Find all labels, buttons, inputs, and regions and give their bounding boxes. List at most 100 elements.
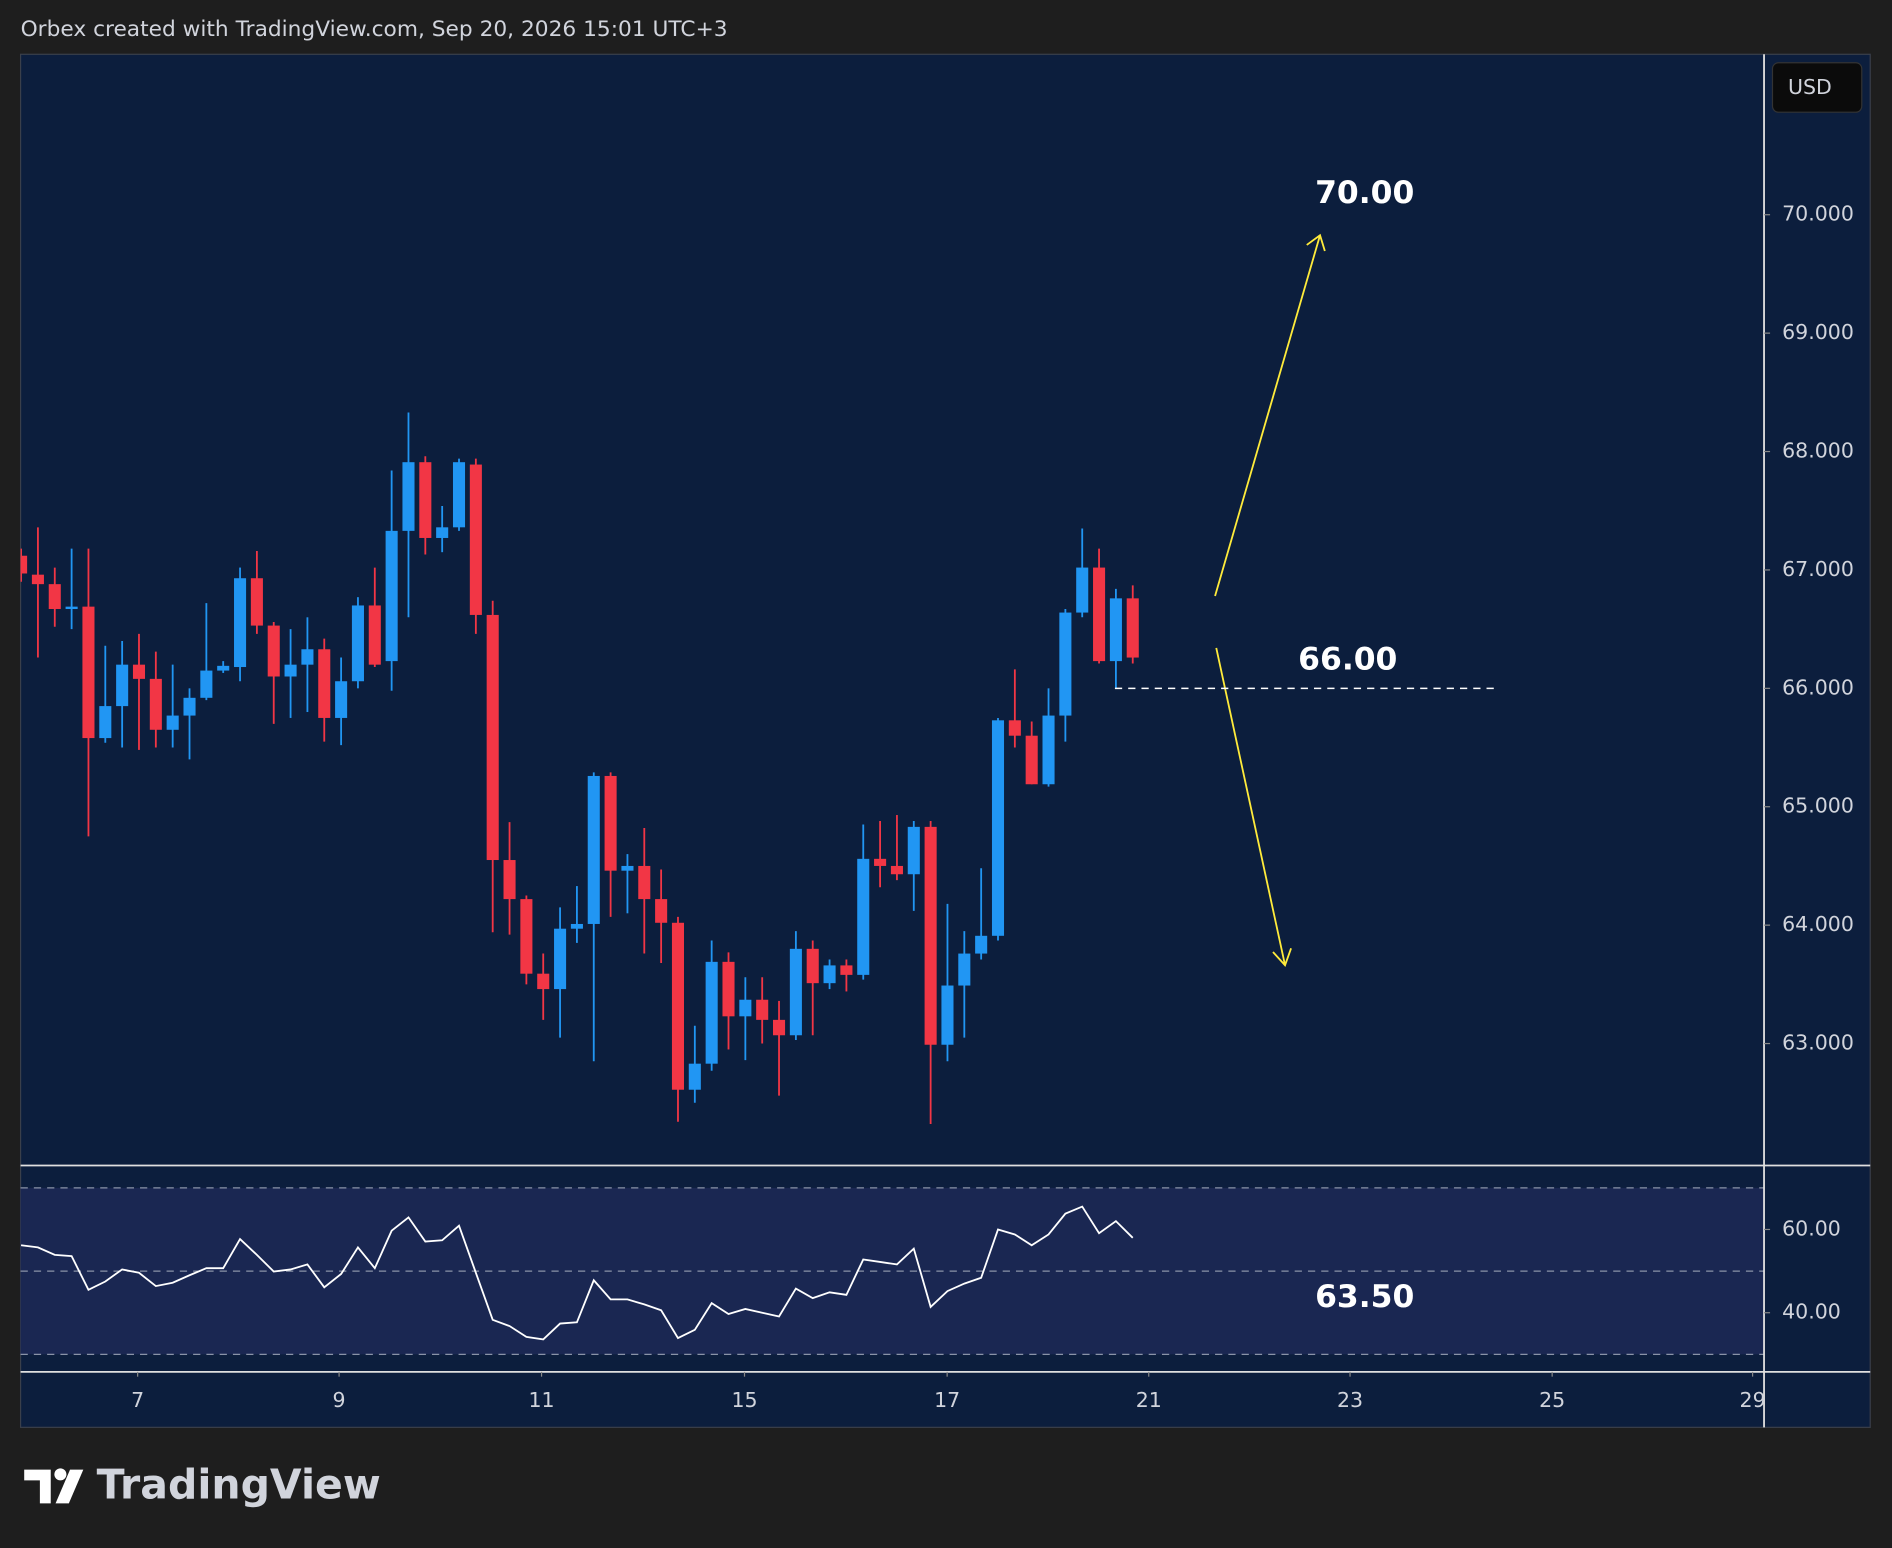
candle-body bbox=[116, 664, 129, 707]
candle-body bbox=[318, 649, 331, 718]
candle-body bbox=[975, 935, 988, 954]
candle-body bbox=[200, 670, 213, 698]
candle-body bbox=[874, 858, 887, 866]
candle-body bbox=[554, 928, 567, 990]
candle-body bbox=[183, 697, 196, 716]
candle-body bbox=[621, 865, 634, 871]
candle-body bbox=[537, 973, 550, 990]
y-tick-label: 63.000 bbox=[1782, 1031, 1854, 1055]
candle-body bbox=[924, 826, 937, 1045]
y-tick-label: 64.000 bbox=[1782, 912, 1854, 936]
x-tick-label: 21 bbox=[1136, 1388, 1162, 1412]
rsi-tick-label: 60.00 bbox=[1782, 1216, 1841, 1240]
candle-body bbox=[419, 462, 432, 538]
x-tick-label: 7 bbox=[131, 1388, 144, 1412]
candle-body bbox=[217, 665, 230, 671]
candle-body bbox=[688, 1063, 701, 1090]
candle-body bbox=[1042, 715, 1055, 785]
candle-body bbox=[65, 606, 78, 610]
currency: USD bbox=[1788, 75, 1832, 99]
candle-body bbox=[250, 578, 263, 626]
candle-body bbox=[99, 706, 112, 739]
candle-body bbox=[1093, 567, 1106, 662]
y-tick-label: 69.000 bbox=[1782, 320, 1854, 344]
candle-body bbox=[671, 922, 685, 1090]
arrow-head bbox=[1272, 948, 1292, 967]
y-tick-label: 68.000 bbox=[1782, 439, 1854, 463]
candle-body bbox=[941, 985, 954, 1045]
y-tick-label: 66.000 bbox=[1782, 675, 1854, 699]
x-tick-label: 17 bbox=[934, 1388, 960, 1412]
candle-body bbox=[655, 899, 668, 923]
y-tick-label: 70.000 bbox=[1782, 202, 1854, 226]
candle-body bbox=[907, 826, 920, 875]
candle-body bbox=[1025, 735, 1038, 785]
candle-body bbox=[385, 530, 398, 662]
header: Orbex created with TradingView.com, Sep … bbox=[21, 17, 728, 42]
candle-body bbox=[773, 1019, 786, 1036]
candle-body bbox=[890, 865, 903, 875]
candle-body bbox=[452, 462, 466, 528]
candle-body bbox=[840, 965, 853, 975]
x-tick-label: 11 bbox=[528, 1388, 554, 1412]
x-tick-label: 23 bbox=[1337, 1388, 1363, 1412]
y-tick-label: 65.000 bbox=[1782, 794, 1854, 818]
candle-body bbox=[604, 775, 617, 871]
candle-body bbox=[1126, 598, 1139, 658]
candle-body bbox=[520, 899, 533, 974]
candle-body bbox=[267, 625, 280, 677]
candle-body bbox=[284, 664, 297, 677]
candle-body bbox=[1109, 598, 1122, 662]
candle-body bbox=[857, 858, 870, 975]
candle-body bbox=[789, 948, 802, 1036]
arrow-head bbox=[1306, 233, 1326, 252]
candle-body bbox=[1008, 720, 1021, 736]
x-tick-label: 29 bbox=[1740, 1388, 1766, 1412]
arrow-down bbox=[1215, 647, 1286, 966]
arrow-up bbox=[1214, 235, 1321, 597]
candle-body bbox=[991, 720, 1005, 936]
candle-body bbox=[132, 664, 146, 679]
rsi-panel bbox=[20, 1187, 1765, 1355]
rsi-line bbox=[20, 1205, 1134, 1341]
candle-body bbox=[31, 574, 44, 585]
candle-body bbox=[503, 860, 516, 900]
candle-body bbox=[402, 462, 415, 531]
candle-body bbox=[82, 606, 95, 739]
candle-body bbox=[705, 961, 718, 1064]
candle-body bbox=[739, 999, 752, 1017]
candle-body bbox=[335, 681, 348, 718]
candle-body bbox=[587, 775, 600, 924]
y-tick-label: 67.000 bbox=[1782, 557, 1854, 581]
candle-body bbox=[351, 605, 364, 682]
candle-body bbox=[1076, 567, 1089, 613]
candle-body bbox=[20, 555, 28, 574]
brand: TradingView bbox=[97, 1461, 381, 1509]
candle-body bbox=[570, 923, 583, 929]
candle-body bbox=[301, 649, 314, 665]
candle-body bbox=[368, 605, 381, 665]
x-tick-label: 9 bbox=[333, 1388, 346, 1412]
candle-body bbox=[48, 584, 61, 610]
logo: TradingView bbox=[24, 1461, 381, 1509]
annotation-label: 63.50 bbox=[1315, 1279, 1414, 1315]
candle-body bbox=[958, 953, 971, 986]
currency-box[interactable] bbox=[1771, 62, 1863, 113]
candle-body bbox=[1059, 612, 1072, 716]
plot-area: 7 9 11 15 17 21 23 25 29 bbox=[20, 412, 1766, 1412]
annotation-label: 66.00 bbox=[1298, 642, 1397, 678]
candle-body bbox=[234, 578, 247, 668]
candle-body bbox=[823, 965, 836, 984]
annotation-label: 70.00 bbox=[1315, 175, 1414, 211]
x-tick-label: 15 bbox=[731, 1388, 757, 1412]
candle-body bbox=[806, 948, 819, 984]
candle-body bbox=[722, 961, 735, 1017]
candle-body bbox=[638, 865, 651, 900]
rsi-tick-label: 40.00 bbox=[1782, 1300, 1841, 1324]
candle-body bbox=[756, 999, 769, 1020]
candle-body bbox=[469, 464, 482, 615]
candle-body bbox=[436, 527, 449, 538]
candle-body bbox=[166, 715, 179, 730]
